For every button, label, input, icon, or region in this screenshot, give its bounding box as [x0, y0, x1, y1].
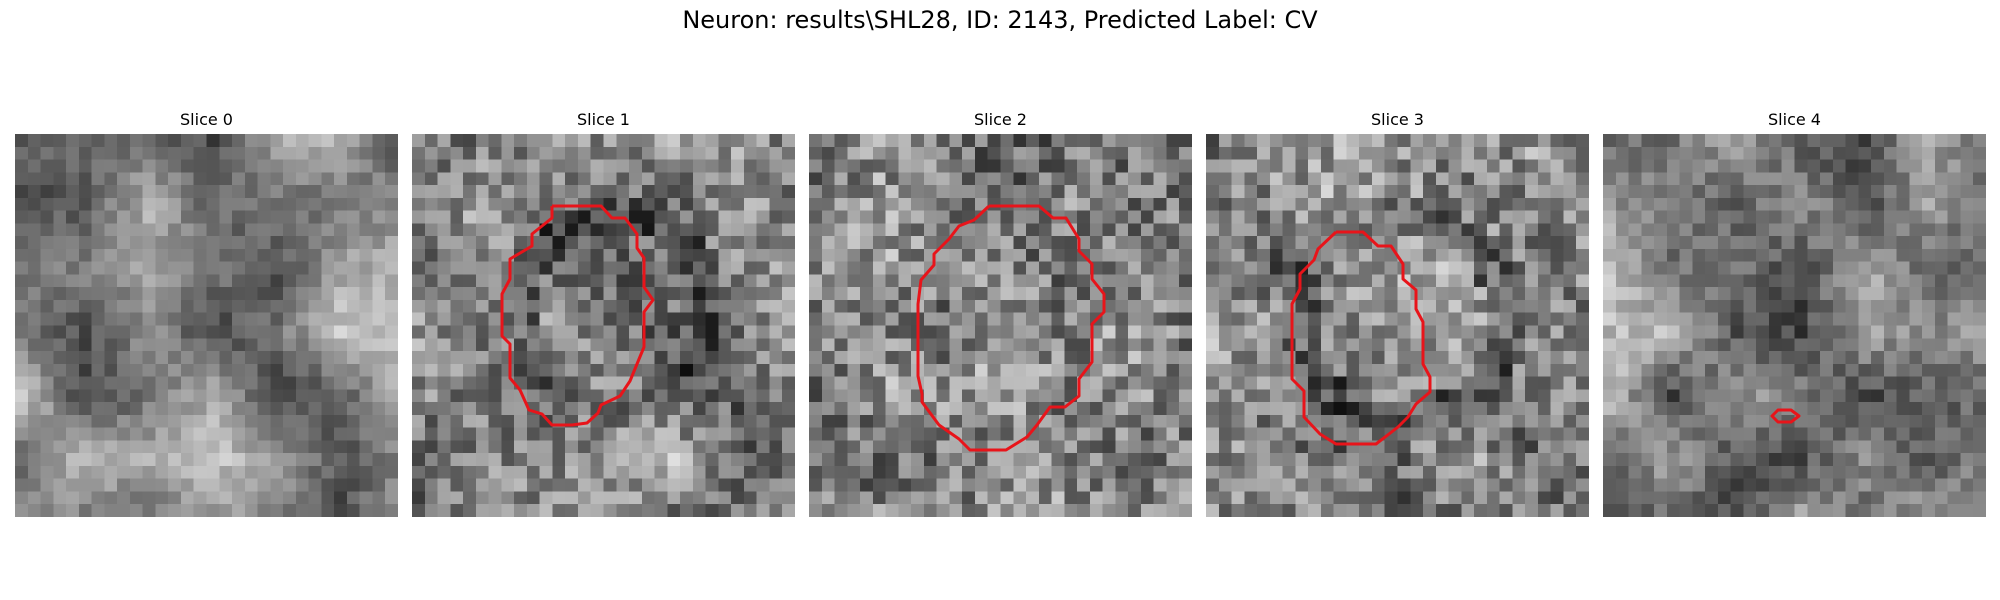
- slice-image: [1206, 134, 1589, 517]
- grayscale-pixels: [1206, 134, 1589, 517]
- panel-slice-1: Slice 1: [412, 108, 795, 517]
- slice-image: [15, 134, 398, 517]
- panel-title: Slice 3: [1371, 110, 1424, 129]
- slice-image: [1603, 134, 1986, 517]
- slice-image: [412, 134, 795, 517]
- panel-title: Slice 1: [577, 110, 630, 129]
- slice-image: [809, 134, 1192, 517]
- panel-title: Slice 4: [1768, 110, 1821, 129]
- panel-title: Slice 2: [974, 110, 1027, 129]
- grayscale-pixels: [15, 134, 398, 517]
- panel-slice-3: Slice 3: [1206, 108, 1589, 517]
- panel-slice-2: Slice 2: [809, 108, 1192, 517]
- grayscale-pixels: [412, 134, 795, 517]
- grayscale-pixels: [809, 134, 1192, 517]
- panel-title: Slice 0: [180, 110, 233, 129]
- figure-title: Neuron: results\SHL28, ID: 2143, Predict…: [682, 6, 1318, 34]
- panel-slice-0: Slice 0: [15, 108, 398, 517]
- grayscale-pixels: [1603, 134, 1986, 517]
- panel-slice-4: Slice 4: [1603, 108, 1986, 517]
